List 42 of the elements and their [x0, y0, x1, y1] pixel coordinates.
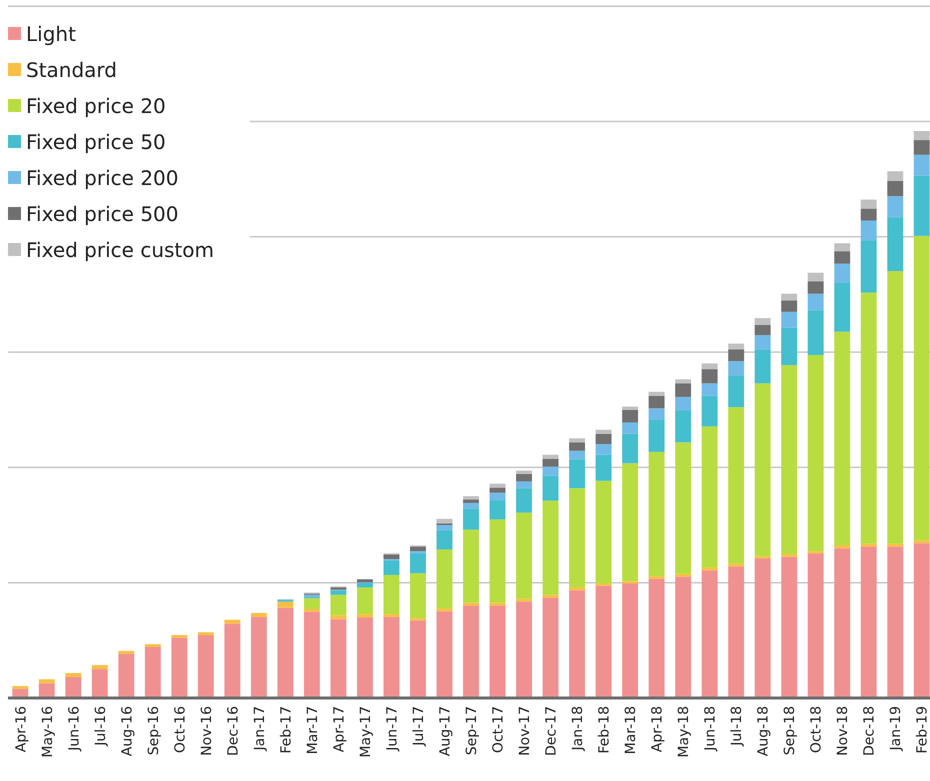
x-tick-label: Feb-18 [596, 706, 613, 754]
x-tick-label: Dec-16 [225, 706, 242, 756]
x-tick-label: Mar-18 [623, 706, 640, 754]
x-tick-label: Sep-16 [146, 706, 162, 756]
legend-label: Fixed price 50 [26, 130, 166, 154]
x-tick-label: Jan-17 [252, 706, 268, 752]
x-tick-label: Oct-16 [172, 706, 188, 754]
x-tick-label: Aug-16 [119, 706, 136, 756]
legend-label: Fixed price custom [26, 238, 214, 262]
x-tick-label: Jul-17 [410, 706, 427, 747]
x-tick-label: Jan-19 [888, 706, 904, 752]
legend-label: Light [26, 22, 76, 46]
x-tick-label: Jan-18 [570, 706, 586, 752]
x-tick-label: Dec-18 [862, 706, 878, 756]
x-tick-label: Apr-18 [650, 706, 666, 752]
x-tick-label: Jun-17 [384, 706, 400, 752]
x-tick-label: Aug-18 [756, 706, 772, 756]
x-tick-label: May-16 [40, 706, 56, 758]
x-tick-label: Jul-16 [92, 706, 109, 747]
x-tick-label: Sep-18 [782, 706, 798, 756]
x-tick-label: Apr-16 [13, 706, 30, 752]
x-tick-label: Nov-18 [835, 706, 852, 756]
x-tick-label: Oct-18 [808, 706, 825, 754]
x-tick-label: Aug-17 [437, 706, 454, 756]
x-tick-label: Jun-16 [66, 706, 82, 752]
x-tick-label: May-18 [676, 706, 692, 758]
legend-label: Fixed price 200 [26, 166, 178, 190]
x-tick-label: Dec-17 [544, 706, 560, 756]
x-tick-label: Nov-16 [198, 706, 215, 756]
legend-label: Fixed price 20 [26, 94, 166, 118]
x-tick-label: Feb-19 [914, 706, 930, 754]
x-tick-label: May-17 [358, 706, 374, 758]
x-tick-label: Sep-17 [464, 706, 480, 756]
x-tick-label: Jun-18 [702, 706, 719, 752]
x-tick-label: Apr-17 [331, 706, 348, 752]
x-tick-label: Nov-17 [517, 706, 534, 756]
x-tick-label: Jul-18 [729, 706, 746, 747]
x-tick-label: Feb-17 [278, 706, 294, 754]
legend-label: Standard [26, 58, 117, 82]
legend-label: Fixed price 500 [26, 202, 178, 226]
x-tick-label: Mar-17 [304, 706, 321, 754]
x-tick-label: Oct-17 [490, 706, 507, 754]
